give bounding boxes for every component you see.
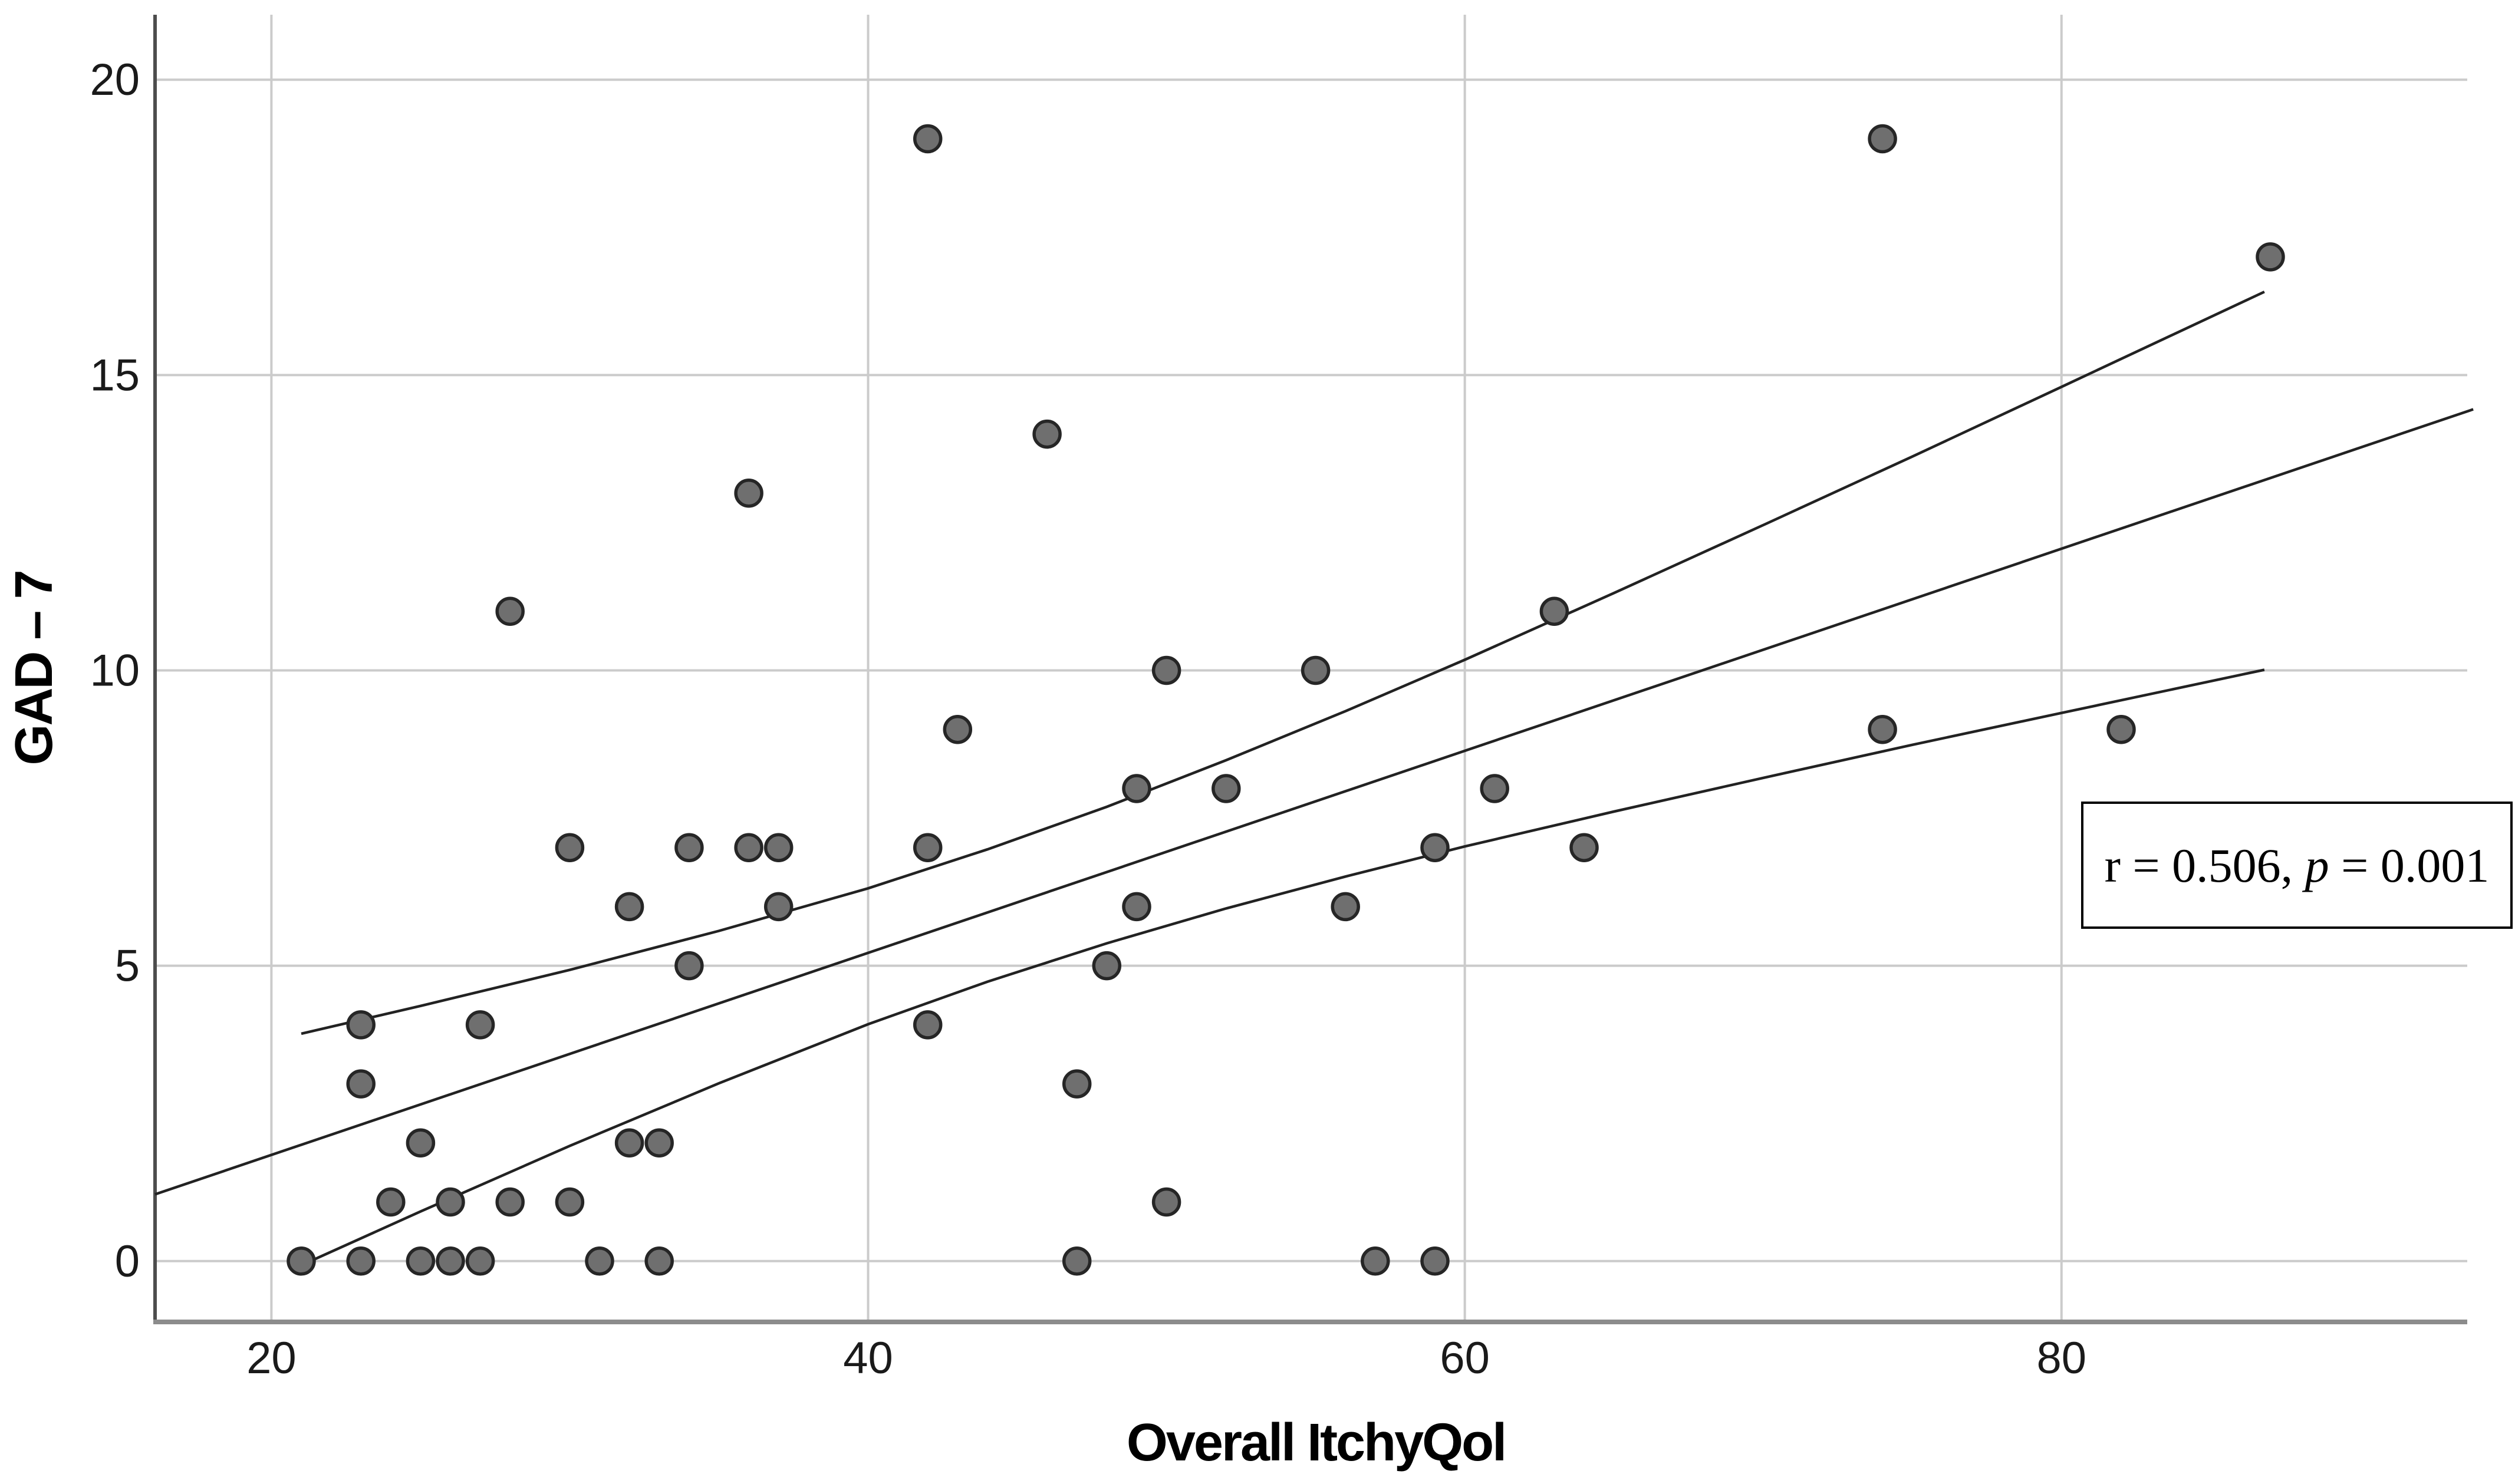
scatter-point — [1569, 833, 1599, 862]
x-tick-label: 20 — [246, 1333, 297, 1383]
annotation-border — [2081, 802, 2513, 929]
gridlines — [155, 15, 2467, 1322]
scatter-point — [943, 714, 973, 744]
scatter-point — [1151, 655, 1181, 685]
regression-line — [154, 408, 2474, 1196]
scatter-point — [1092, 951, 1122, 981]
scatter-point — [1122, 774, 1151, 803]
scatter-point — [2256, 242, 2285, 272]
x-tick-label: 60 — [1440, 1333, 1490, 1383]
scatter-point — [495, 1187, 525, 1217]
annotation-label: r = 0.506, p = 0.001 — [2105, 839, 2490, 892]
scatter-point — [734, 479, 763, 508]
scatter-point — [614, 892, 644, 922]
scatter-point — [1301, 655, 1331, 685]
y-tick-label: 20 — [90, 55, 140, 105]
scatter-point — [1331, 892, 1360, 922]
scatter-point — [2106, 714, 2136, 744]
y-tick-label: 0 — [115, 1236, 140, 1287]
scatter-point — [436, 1246, 465, 1276]
scatter-point — [1062, 1069, 1092, 1099]
x-tick-label: 80 — [2036, 1333, 2086, 1383]
scatter-point — [465, 1010, 495, 1040]
scatter-point — [734, 833, 763, 862]
scatter-point — [465, 1246, 495, 1276]
scatter-point — [1420, 1246, 1450, 1276]
annotation-box: r = 0.506, p = 0.001 — [2081, 802, 2513, 929]
scatter-point — [1361, 1246, 1390, 1276]
y-tick-label: 15 — [90, 350, 140, 400]
scatter-point — [406, 1128, 436, 1158]
scatter-point — [674, 833, 704, 862]
scatter-point — [913, 1010, 943, 1040]
scatter-point — [346, 1010, 376, 1040]
scatter-point — [913, 124, 943, 154]
scatter-point — [674, 951, 704, 981]
regression-and-ci-lines — [154, 291, 2474, 1267]
scatter-point — [1151, 1187, 1181, 1217]
y-tick-label: 5 — [115, 941, 140, 991]
x-tick-label: 40 — [843, 1333, 893, 1383]
scatter-point — [1868, 714, 1897, 744]
scatter-point — [1539, 596, 1569, 626]
scatter-point — [614, 1128, 644, 1158]
ci-lower-line — [301, 668, 2265, 1267]
scatter-point — [1062, 1246, 1092, 1276]
scatter-point — [346, 1246, 376, 1276]
scatter-point — [1122, 892, 1151, 922]
ci-upper-line — [301, 291, 2265, 1035]
y-tick-labels: 0 5 10 15 20 — [90, 55, 140, 1287]
scatter-point — [376, 1187, 406, 1217]
scatter-point — [555, 833, 585, 862]
scatter-point — [1480, 774, 1509, 803]
scatter-point — [1212, 774, 1241, 803]
scatter-point — [585, 1246, 614, 1276]
scatter-point — [644, 1128, 674, 1158]
scatter-point — [436, 1187, 465, 1217]
scatter-point — [1868, 124, 1897, 154]
scatter-point — [1420, 833, 1450, 862]
scatter-point — [346, 1069, 376, 1099]
scatter-point — [1032, 419, 1062, 449]
scatter-point — [763, 833, 794, 862]
x-axis-title: Overall ItchyQol — [1127, 1413, 1505, 1472]
scatter-point — [287, 1246, 316, 1276]
scatter-point — [913, 833, 943, 862]
scatter-point — [555, 1187, 585, 1217]
y-tick-label: 10 — [90, 646, 140, 696]
y-axis-title: GAD – 7 — [5, 571, 64, 765]
scatter-point — [644, 1246, 674, 1276]
scatter-point — [763, 892, 794, 922]
scatter-point — [495, 596, 525, 626]
x-tick-labels: 20 40 60 80 — [246, 1333, 2086, 1383]
data-points — [287, 124, 2285, 1276]
scatter-point — [406, 1246, 436, 1276]
